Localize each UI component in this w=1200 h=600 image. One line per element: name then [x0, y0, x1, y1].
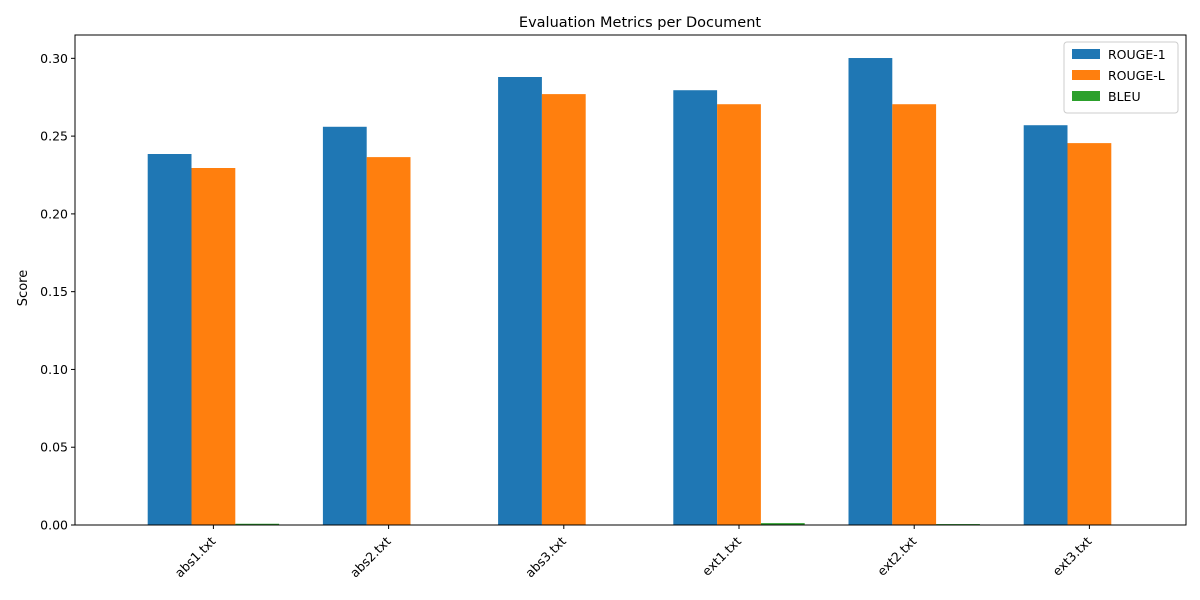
bar-rouge-1 [848, 58, 893, 526]
bar-rouge-l [717, 104, 761, 525]
x-tick-label: ext2.txt [874, 533, 919, 578]
legend: ROUGE-1 ROUGE-L BLEU [1063, 41, 1179, 114]
bar-rouge-1 [498, 77, 542, 525]
y-tick-label: 0.30 [40, 51, 68, 66]
y-tick-label: 0.15 [40, 284, 68, 299]
legend-label: BLEU [1108, 89, 1141, 104]
y-tick-label: 0.10 [40, 362, 68, 377]
x-tick-label: ext1.txt [699, 533, 744, 578]
legend-swatch [1072, 49, 1100, 59]
y-tick-label: 0.00 [40, 518, 68, 533]
bar-rouge-1 [673, 90, 718, 525]
bar-rouge-1 [1023, 125, 1068, 525]
bar-rouge-l [1067, 143, 1112, 525]
bar-bleu [235, 523, 280, 525]
legend-swatch [1072, 91, 1100, 101]
plot-frame [74, 34, 1187, 526]
y-tick-label: 0.20 [40, 206, 68, 221]
legend-label: ROUGE-L [1108, 68, 1165, 83]
x-tick-label: ext3.txt [1049, 533, 1094, 578]
bar-rouge-l [892, 104, 937, 525]
bar-rouge-1 [322, 126, 367, 526]
y-axis-label: Score [16, 270, 31, 306]
bar-rouge-l [366, 157, 411, 525]
x-tick-label: abs3.txt [522, 533, 569, 580]
x-tick-label: abs2.txt [347, 533, 394, 580]
bar-rouge-1 [147, 154, 192, 525]
bars [147, 58, 1156, 526]
y-axis-ticks: 0.00 0.05 0.10 0.15 0.20 0.25 0.30 [40, 51, 75, 533]
x-tick-label: abs1.txt [172, 533, 219, 580]
bar-bleu [760, 523, 805, 525]
bar-rouge-l [541, 94, 586, 525]
y-tick-label: 0.25 [40, 129, 68, 144]
legend-label: ROUGE-1 [1108, 47, 1166, 62]
bar-rouge-l [191, 168, 236, 525]
x-axis-ticks: abs1.txt abs2.txt abs3.txt ext1.txt ext2.txt… [172, 525, 1095, 580]
y-tick-label: 0.05 [40, 440, 68, 455]
chart-title: Evaluation Metrics per Document [519, 15, 761, 31]
legend-swatch [1072, 70, 1100, 80]
